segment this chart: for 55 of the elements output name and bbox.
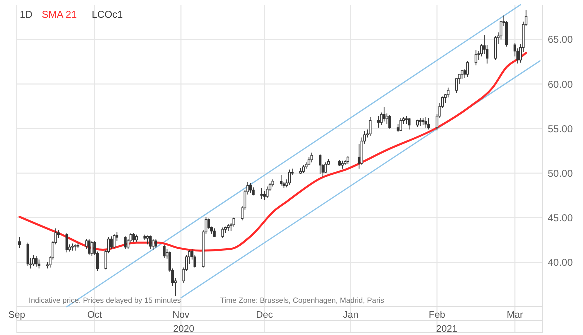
y-tick-label: 55.00 — [548, 124, 574, 136]
candlestick — [18, 237, 22, 249]
y-tick-label: 45.00 — [548, 213, 574, 224]
candlestick — [26, 242, 30, 266]
text: LCOc1 — [92, 10, 124, 21]
candlestick — [280, 174, 283, 186]
candlestick — [163, 245, 166, 258]
y-tick-label: 40.00 — [548, 258, 574, 269]
candlestick — [32, 254, 36, 266]
candlestick — [88, 238, 91, 256]
candlestick — [405, 116, 408, 125]
candlestick — [288, 169, 292, 186]
x-tick-label: Feb — [429, 310, 446, 321]
candlestick — [466, 60, 470, 78]
text: 2021 — [436, 324, 458, 335]
candlestick — [319, 154, 322, 175]
candlestick — [152, 238, 155, 250]
candlestick — [383, 107, 386, 122]
text: SMA 21 — [42, 10, 78, 21]
candlestick — [377, 116, 380, 128]
candlestick — [260, 188, 264, 200]
candlestick — [249, 182, 252, 194]
y-tick-label: 65.00 — [548, 35, 574, 46]
candlestick — [66, 232, 68, 254]
candlestick — [324, 162, 328, 174]
candlestick — [90, 240, 94, 257]
x-tick-label: Mar — [506, 310, 524, 321]
x-tick-label: Sep — [8, 310, 26, 321]
y-tick-label: 60.00 — [548, 80, 574, 91]
candlestick — [428, 118, 430, 130]
candlestick — [149, 235, 152, 250]
candlestick — [35, 256, 38, 268]
text: 2020 — [173, 324, 195, 335]
x-tick-label: Oct — [88, 310, 103, 321]
y-tick-label: 50.00 — [548, 168, 574, 180]
candlestick — [310, 152, 314, 164]
candlestick — [124, 236, 127, 250]
candlestick — [474, 50, 478, 66]
candlestick — [266, 186, 269, 199]
candlestick — [222, 227, 224, 239]
candlestick — [494, 36, 498, 61]
candlestick — [369, 116, 372, 136]
candlestick — [400, 118, 402, 132]
x-tick-label: Nov — [172, 310, 190, 321]
candlestick — [419, 118, 422, 127]
candlestick — [113, 234, 116, 249]
text: 1D — [20, 10, 33, 21]
candlestick — [388, 115, 392, 130]
candlestick — [408, 118, 411, 130]
candlestick — [358, 144, 361, 170]
x-tick-label: Dec — [256, 310, 274, 321]
x-tick-label: Jan — [343, 310, 359, 321]
candlestick — [110, 236, 113, 250]
candlestick — [74, 244, 77, 252]
candlestick — [208, 218, 210, 230]
